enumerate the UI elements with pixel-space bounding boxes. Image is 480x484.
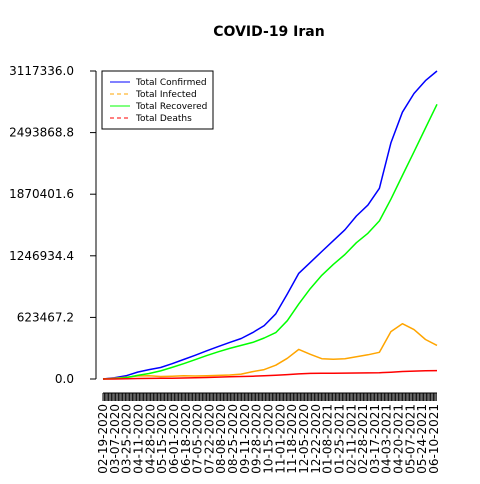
series-layer [102,70,438,380]
x-tick-label: 04-28-2020 [143,404,157,474]
x-tick-label: 05-07-2021 [403,404,417,474]
x-tick-label: 07-05-2020 [191,404,205,474]
x-tick-label: 05-15-2020 [155,404,169,474]
series-line [102,322,438,380]
legend-label: Total Deaths [135,114,192,124]
y-tick-label: 623467.2 [17,310,74,324]
x-tick-label: 03-25-2020 [120,404,134,474]
series-line [102,70,438,380]
x-tick-label: 05-24-2021 [415,404,429,474]
x-tick-label: 01-08-2021 [321,404,335,474]
x-tick-label: 10-15-2020 [262,404,276,474]
y-tick-label: 3117336.0 [9,64,74,78]
y-tick-label: 1870401.6 [9,187,74,201]
y-tick-label: 2493868.8 [9,126,74,140]
x-tick-label: 11-18-2020 [285,404,299,474]
x-tick-label: 06-10-2021 [427,404,441,474]
axes-layer: 0.0 623467.2 1246934.4 1870401.6 2493868.8 31… [9,64,441,474]
x-tick-label: 01-25-2021 [332,404,346,474]
legend: Total Confirmed Total Infected Total Recov… [101,70,214,130]
x-tick-label: 11-01-2020 [273,404,287,474]
legend-box [101,70,214,130]
x-tick-label: 06-18-2020 [179,404,193,474]
x-tick-label: 12-22-2020 [309,404,323,474]
x-tick-label: 09-11-2020 [238,404,252,474]
legend-label: Total Confirmed [135,78,207,88]
x-axis-ticks [102,393,437,401]
series-line [103,369,438,380]
x-tick-label: 02-28-2021 [356,404,370,474]
x-tick-label: 07-22-2020 [202,404,216,474]
series-line [102,103,438,380]
x-tick-label: 04-03-2021 [380,404,394,474]
x-tick-label: 02-11-2021 [344,404,358,474]
x-tick-label: 08-08-2020 [214,404,228,474]
x-tick-label: 04-20-2021 [392,404,406,474]
y-tick-label: 1246934.4 [9,249,74,263]
x-tick-label: 03-07-2020 [108,404,122,474]
x-tick-label: 06-01-2020 [167,404,181,474]
y-tick-label: 0.0 [55,372,74,386]
legend-label: Total Infected [135,90,197,100]
x-tick-label: 03-17-2021 [368,404,382,474]
x-tick-label: 02-19-2020 [96,404,110,474]
x-tick-label: 08-25-2020 [226,404,240,474]
x-tick-label: 04-11-2020 [132,404,146,474]
chart-title: COVID-19 Iran [213,24,324,40]
x-tick-label: 09-28-2020 [250,404,264,474]
legend-label: Total Recovered [135,102,207,112]
x-tick-label: 12-05-2020 [297,404,311,474]
